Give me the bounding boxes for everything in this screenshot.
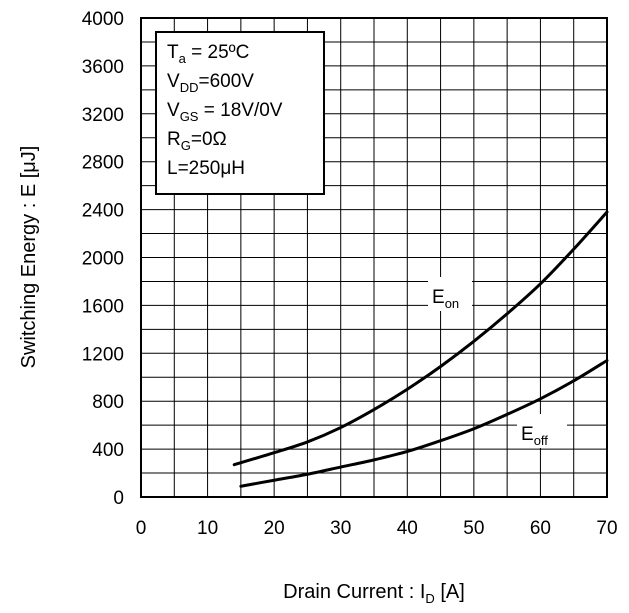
y-tick-label: 0 bbox=[113, 488, 124, 509]
curve-e-on bbox=[232, 210, 609, 467]
x-tick-label: 30 bbox=[330, 518, 351, 539]
condition-line: L=250μH bbox=[167, 158, 245, 179]
conditions-box: Ta = 25ºC VDD=600V VGS = 18V/0V RG=0Ω L=250μ… bbox=[155, 31, 325, 195]
label-backdrop bbox=[428, 277, 472, 311]
x-axis-label: Drain Current : ID [A] bbox=[283, 581, 465, 606]
y-tick-label: 2400 bbox=[82, 201, 124, 222]
y-tick-label: 1600 bbox=[82, 296, 124, 317]
x-axis-ticks: 0 10 20 30 40 50 60 70 bbox=[136, 518, 618, 539]
condition-line: VGS = 18V/0V bbox=[167, 100, 283, 124]
y-tick-label: 400 bbox=[92, 440, 124, 461]
y-tick-label: 2800 bbox=[82, 153, 124, 174]
plot-area-border bbox=[140, 17, 608, 498]
curves bbox=[232, 210, 609, 488]
y-tick-label: 3600 bbox=[82, 57, 124, 78]
y-tick-label: 800 bbox=[92, 392, 124, 413]
x-tick-label: 70 bbox=[596, 518, 617, 539]
y-tick-label: 3200 bbox=[82, 105, 124, 126]
x-tick-label: 10 bbox=[197, 518, 218, 539]
x-tick-label: 20 bbox=[264, 518, 285, 539]
conditions-box-border bbox=[155, 31, 325, 195]
y-tick-label: 1200 bbox=[82, 344, 124, 365]
label-backdrop bbox=[517, 414, 567, 448]
y-tick-label: 2000 bbox=[82, 249, 124, 270]
curve-e-off bbox=[239, 358, 609, 488]
x-tick-label: 60 bbox=[530, 518, 551, 539]
y-axis-ticks: 0 400 800 1200 1600 2000 2400 2800 3200 3600 4000 bbox=[82, 9, 124, 509]
condition-line: Ta = 25ºC bbox=[167, 42, 249, 66]
y-axis-label: Switching Energy : E [μJ] bbox=[18, 146, 40, 369]
x-tick-label: 50 bbox=[463, 518, 484, 539]
condition-line: VDD=600V bbox=[167, 71, 254, 95]
x-tick-label: 0 bbox=[136, 518, 147, 539]
y-tick-label: 4000 bbox=[82, 9, 124, 30]
label-e-on: Eon bbox=[432, 287, 459, 311]
curve-labels: Eon Eoff bbox=[428, 277, 567, 448]
label-e-off: Eoff bbox=[521, 424, 548, 448]
x-tick-label: 40 bbox=[397, 518, 418, 539]
condition-line: RG=0Ω bbox=[167, 129, 227, 153]
